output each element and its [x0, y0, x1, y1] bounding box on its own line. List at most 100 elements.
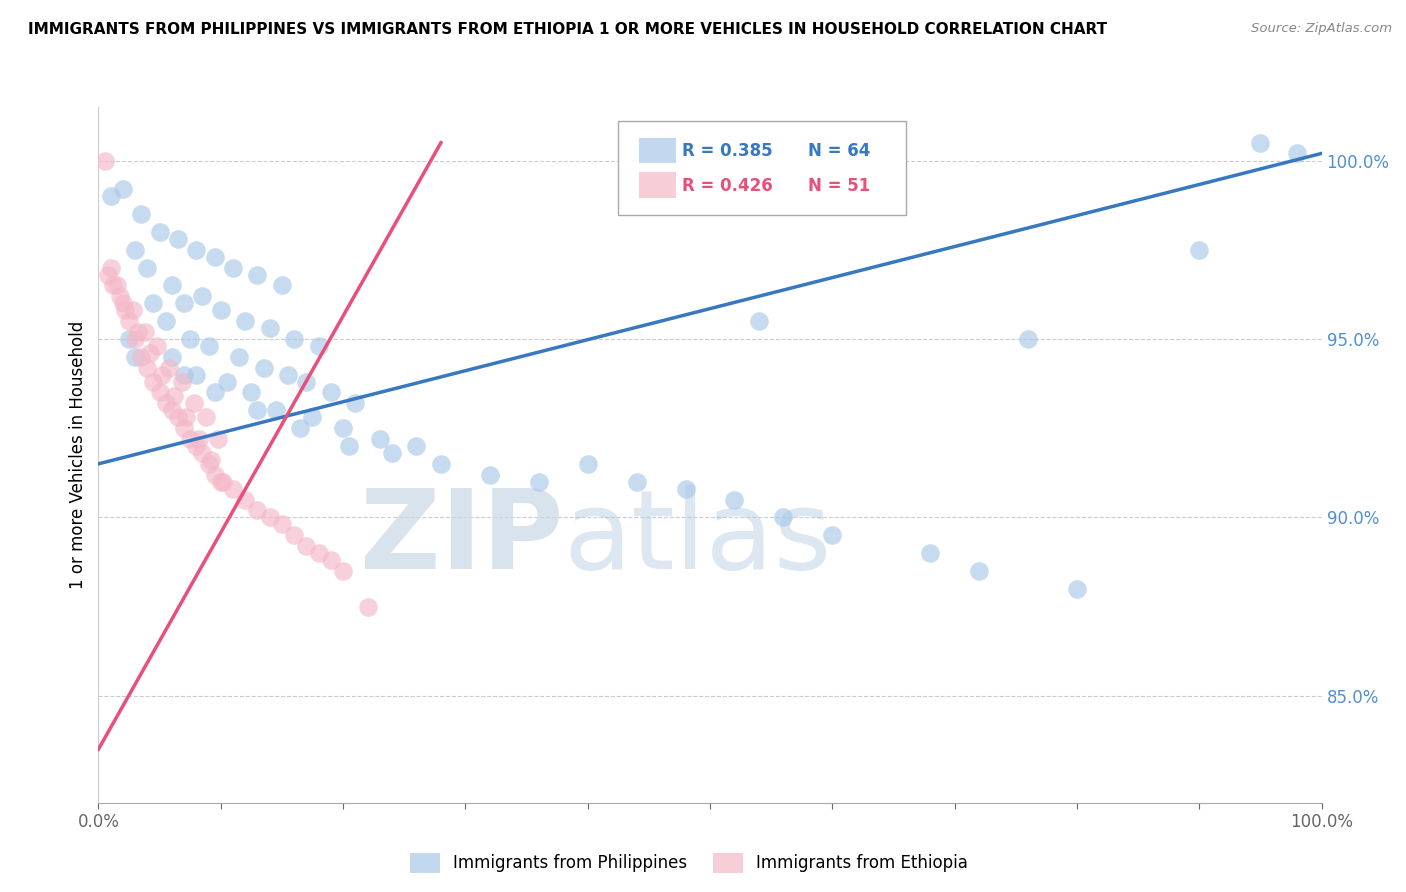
Point — [240, 385, 263, 400]
Point — [332, 421, 354, 435]
Point — [173, 296, 195, 310]
Point — [301, 410, 323, 425]
Point — [142, 375, 165, 389]
Point — [1066, 582, 1088, 596]
Point — [212, 475, 235, 489]
Point — [101, 278, 124, 293]
Point — [191, 289, 214, 303]
Point — [93, 153, 115, 168]
Point — [124, 243, 146, 257]
Point — [163, 389, 186, 403]
Point — [337, 439, 360, 453]
Text: ZIP: ZIP — [360, 485, 564, 592]
Point — [967, 564, 990, 578]
Point — [270, 517, 294, 532]
Text: N = 64: N = 64 — [808, 142, 870, 160]
Point — [344, 396, 367, 410]
Point — [186, 243, 208, 257]
Point — [675, 482, 697, 496]
Point — [183, 396, 205, 410]
Text: R = 0.426: R = 0.426 — [682, 177, 773, 194]
Text: N = 51: N = 51 — [808, 177, 870, 194]
Point — [142, 296, 165, 310]
FancyBboxPatch shape — [640, 172, 676, 198]
Text: Source: ZipAtlas.com: Source: ZipAtlas.com — [1251, 22, 1392, 36]
Point — [186, 368, 208, 382]
Point — [179, 332, 201, 346]
Text: atlas: atlas — [564, 485, 832, 592]
Point — [246, 268, 269, 282]
Point — [136, 260, 159, 275]
Point — [167, 410, 190, 425]
Text: IMMIGRANTS FROM PHILIPPINES VS IMMIGRANTS FROM ETHIOPIA 1 OR MORE VEHICLES IN HO: IMMIGRANTS FROM PHILIPPINES VS IMMIGRANT… — [28, 22, 1108, 37]
Point — [356, 599, 378, 614]
Point — [167, 232, 190, 246]
Point — [121, 303, 143, 318]
Point — [228, 350, 250, 364]
Point — [332, 564, 354, 578]
Point — [308, 546, 330, 560]
Point — [160, 403, 183, 417]
Point — [222, 260, 245, 275]
Point — [259, 510, 281, 524]
Point — [191, 446, 214, 460]
Point — [179, 432, 201, 446]
Point — [207, 432, 229, 446]
Point — [146, 339, 169, 353]
Point — [160, 350, 183, 364]
Point — [308, 339, 330, 353]
Point — [1017, 332, 1039, 346]
Point — [290, 421, 312, 435]
Point — [204, 467, 226, 482]
Point — [127, 325, 149, 339]
Point — [173, 421, 195, 435]
Point — [1188, 243, 1211, 257]
Text: R = 0.385: R = 0.385 — [682, 142, 772, 160]
Point — [155, 396, 177, 410]
Point — [124, 350, 146, 364]
Point — [187, 432, 209, 446]
Point — [772, 510, 794, 524]
Point — [478, 467, 501, 482]
Point — [264, 403, 287, 417]
Point — [157, 360, 180, 375]
Point — [149, 385, 172, 400]
Point — [527, 475, 550, 489]
Point — [124, 332, 146, 346]
Point — [920, 546, 942, 560]
Point — [160, 278, 183, 293]
Point — [821, 528, 844, 542]
Point — [246, 503, 269, 517]
FancyBboxPatch shape — [640, 137, 676, 163]
Point — [195, 410, 218, 425]
Point — [197, 339, 219, 353]
Point — [97, 268, 120, 282]
Point — [129, 207, 152, 221]
Point — [129, 350, 152, 364]
Point — [118, 332, 141, 346]
Point — [215, 375, 238, 389]
Point — [173, 368, 195, 382]
Point — [233, 314, 256, 328]
Point — [405, 439, 427, 453]
Point — [209, 475, 232, 489]
Point — [100, 189, 122, 203]
Point — [110, 289, 132, 303]
Point — [170, 375, 193, 389]
Point — [368, 432, 391, 446]
Point — [200, 453, 222, 467]
Point — [270, 278, 294, 293]
Point — [626, 475, 648, 489]
Point — [155, 314, 177, 328]
Point — [204, 385, 226, 400]
Point — [1250, 136, 1272, 150]
Point — [105, 278, 128, 293]
Point — [134, 325, 156, 339]
Point — [118, 314, 141, 328]
Point — [319, 385, 342, 400]
Point — [1286, 146, 1309, 161]
Point — [111, 296, 134, 310]
Point — [176, 410, 198, 425]
Point — [295, 539, 318, 553]
Point — [381, 446, 404, 460]
